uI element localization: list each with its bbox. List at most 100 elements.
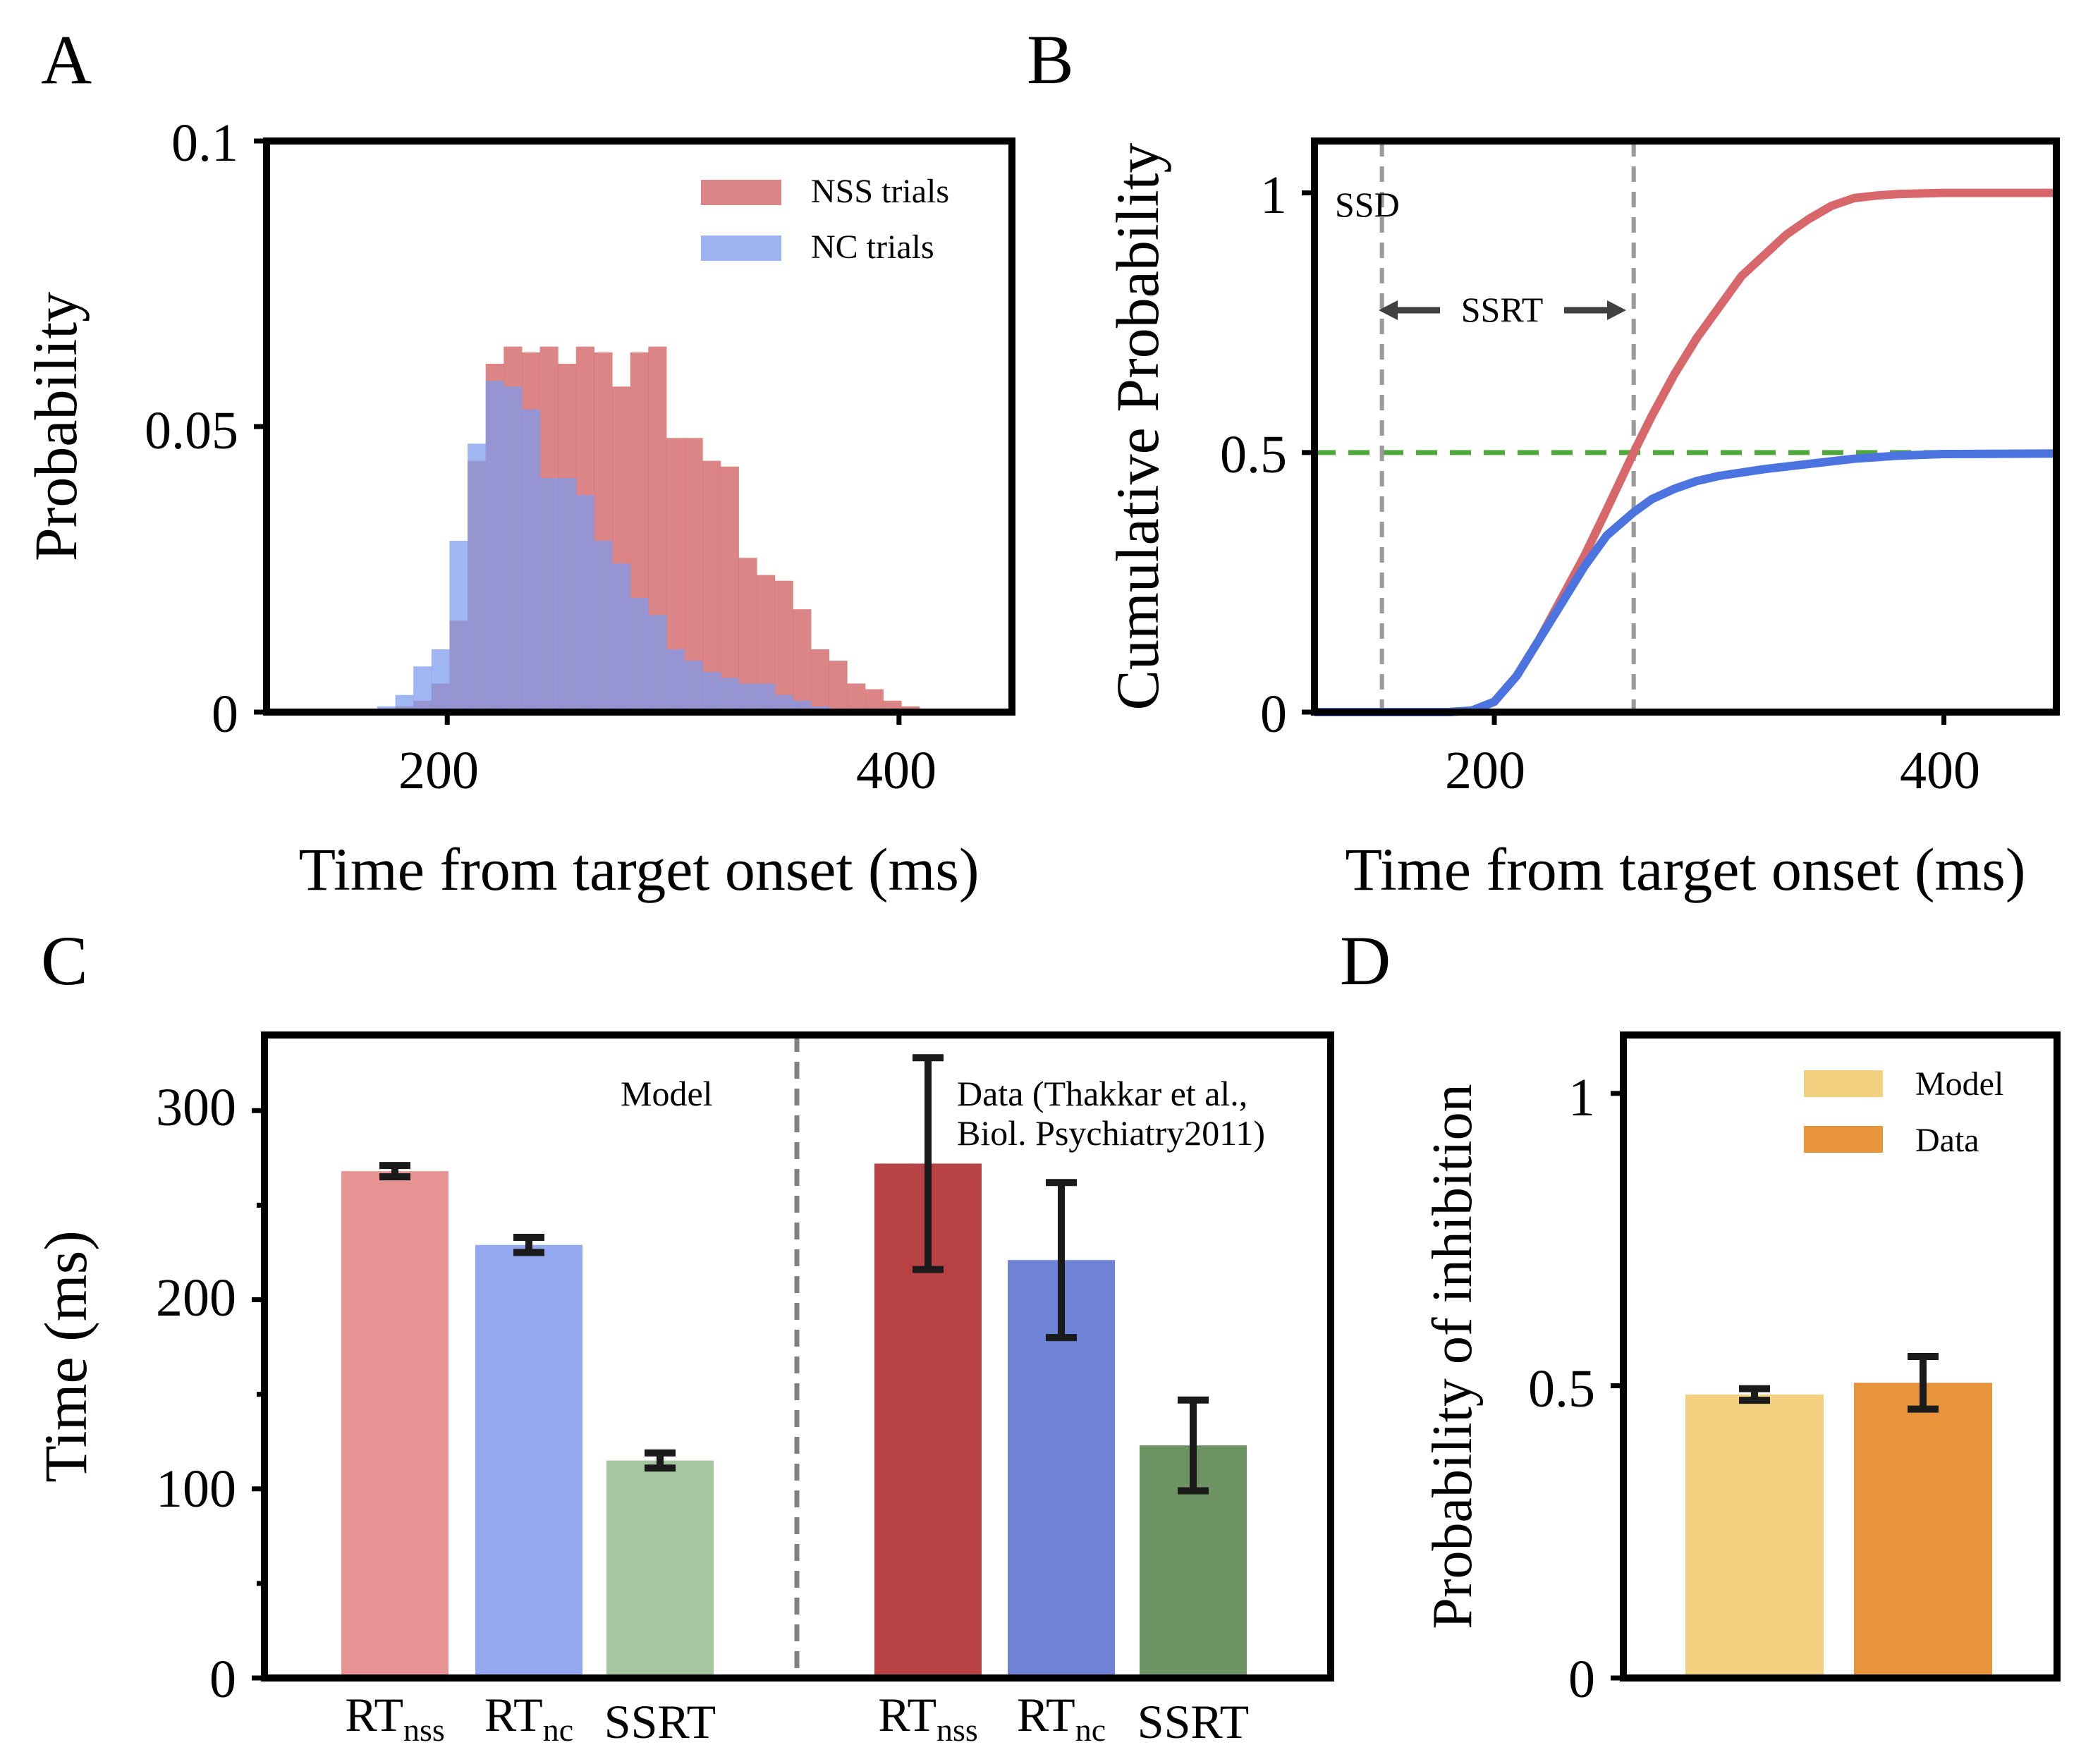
a-nc-bar: [757, 683, 776, 712]
c-bars: [341, 1054, 1247, 1678]
c-bar: [606, 1460, 714, 1678]
panel-c: 0 100 200 300 Time (ms) Model Data (Thak…: [32, 1031, 1334, 1748]
a-xtick-label: 200: [398, 741, 479, 800]
a-nc-bar: [558, 477, 577, 712]
a-nss-bar: [774, 580, 793, 712]
a-ytick-label: 0.1: [171, 114, 238, 173]
d-bar: [1854, 1383, 1992, 1678]
c-ytick-label: 200: [156, 1268, 236, 1328]
d-bar: [1685, 1394, 1824, 1678]
c-xtick-label: SSRT: [604, 1695, 716, 1748]
b-ytick-label: 0.5: [1220, 425, 1287, 484]
a-nc-bar: [539, 477, 559, 712]
b-xtick-label: 400: [1900, 741, 1980, 800]
a-nss-bar: [865, 689, 884, 712]
a-nc-bar: [630, 598, 649, 712]
a-nc-bar: [575, 495, 594, 712]
a-ytick-label: 0.05: [145, 401, 238, 460]
a-nc-bar: [684, 661, 703, 712]
a-nss-bar: [720, 466, 739, 712]
a-nc-bars: [377, 381, 848, 712]
c-xtick-label: RTnc: [484, 1688, 573, 1748]
a-nc-bar: [413, 666, 432, 712]
a-nc-bar: [738, 683, 757, 712]
b-ssrt-arrow: [1379, 300, 1626, 320]
c-model-annotation: Model: [621, 1074, 713, 1113]
b-ylabel: Cumulative Probability: [1104, 143, 1171, 711]
b-ssrt-label: SSRT: [1461, 290, 1544, 329]
c-xtick-label: RTnc: [1017, 1688, 1106, 1748]
d-legend-model-label: Model: [1915, 1065, 2003, 1103]
b-ticks: [1302, 190, 1947, 725]
a-nc-bar: [485, 381, 504, 712]
svg-text:RTnc: RTnc: [484, 1688, 573, 1748]
b-xtick-label: 200: [1445, 741, 1525, 800]
a-nc-bar: [702, 672, 721, 712]
d-legend-data-label: Data: [1915, 1122, 1979, 1159]
d-legend-data-swatch: [1804, 1126, 1883, 1153]
a-nss-bar: [810, 649, 830, 712]
panel-d: 0 0.5 1 Probability of inhibition Model …: [1422, 1031, 2061, 1709]
a-xlabel: Time from target onset (ms): [298, 835, 979, 903]
a-nss-bar: [702, 460, 721, 712]
b-ytick-label: 1: [1260, 166, 1287, 225]
c-xtick-label: RTnss: [878, 1688, 978, 1748]
svg-text:RTnc: RTnc: [1017, 1688, 1106, 1748]
a-nss-bar: [847, 683, 866, 712]
a-legend-nss-swatch: [701, 180, 781, 205]
c-xtick-label: RTnss: [345, 1688, 445, 1748]
c-plot-frame: [261, 1031, 1334, 1682]
d-plot-frame: [1620, 1031, 2061, 1682]
a-legend-nss-label: NSS trials: [811, 173, 949, 210]
d-ylabel: Probability of inhibition: [1422, 1084, 1484, 1629]
a-legend-nc-swatch: [701, 235, 781, 261]
c-ytick-label: 100: [156, 1459, 236, 1519]
c-ticks: [252, 1108, 264, 1681]
panel-a: 0 0.05 0.1 200 400 Time from target onse…: [22, 114, 1015, 903]
a-nc-bar: [720, 678, 739, 712]
d-ticks: [1611, 1091, 1623, 1681]
a-nss-bar: [829, 661, 848, 712]
svg-text:SSRT: SSRT: [1137, 1695, 1249, 1748]
c-ytick-label: 0: [209, 1650, 236, 1709]
svg-text:RTnss: RTnss: [878, 1688, 978, 1748]
a-nc-bar: [521, 409, 541, 712]
panel-b: 0 0.5 1 200 400 Time from target onset (…: [1104, 137, 2060, 903]
a-xtick-label: 400: [856, 741, 936, 800]
panel-label-b: B: [1027, 20, 1074, 99]
c-bar: [475, 1244, 582, 1678]
a-nc-bar: [468, 443, 487, 712]
c-ytick-label: 300: [156, 1078, 236, 1137]
a-ylabel: Probability: [22, 292, 90, 561]
b-nc-cdf-line: [1314, 449, 2057, 716]
d-ytick-label: 0: [1568, 1650, 1595, 1709]
a-legend-nc-label: NC trials: [811, 228, 934, 266]
c-data-annotation-line1: Data (Thakkar et al.,: [957, 1074, 1247, 1113]
d-bars: [1685, 1353, 1992, 1678]
c-data-annotation-line2: Biol. Psychiatry2011): [957, 1113, 1265, 1153]
a-nc-bar: [449, 541, 468, 712]
a-nc-bar: [666, 649, 685, 712]
a-nss-bar: [793, 609, 812, 712]
b-plot-frame: [1311, 137, 2060, 716]
panel-label-a: A: [41, 20, 92, 99]
a-nc-bar: [504, 386, 523, 712]
a-nc-bar: [648, 615, 667, 712]
d-legend-model-swatch: [1804, 1070, 1883, 1097]
a-ytick-label: 0: [212, 685, 238, 744]
c-ylabel: Time (ms): [32, 1230, 99, 1483]
panel-label-c: C: [41, 921, 88, 1000]
a-nc-bar: [431, 649, 450, 712]
c-xtick-label: SSRT: [1137, 1695, 1249, 1748]
a-nc-bar: [612, 563, 631, 712]
svg-text:SSRT: SSRT: [604, 1695, 716, 1748]
b-ssd-label: SSD: [1335, 185, 1400, 224]
panel-label-d: D: [1340, 921, 1391, 1000]
a-nc-bar: [594, 541, 613, 712]
a-ticks: [254, 138, 902, 725]
d-ytick-label: 0.5: [1528, 1359, 1595, 1419]
b-xlabel: Time from target onset (ms): [1345, 835, 2025, 903]
c-bar: [341, 1171, 448, 1678]
b-ytick-label: 0: [1260, 685, 1287, 744]
